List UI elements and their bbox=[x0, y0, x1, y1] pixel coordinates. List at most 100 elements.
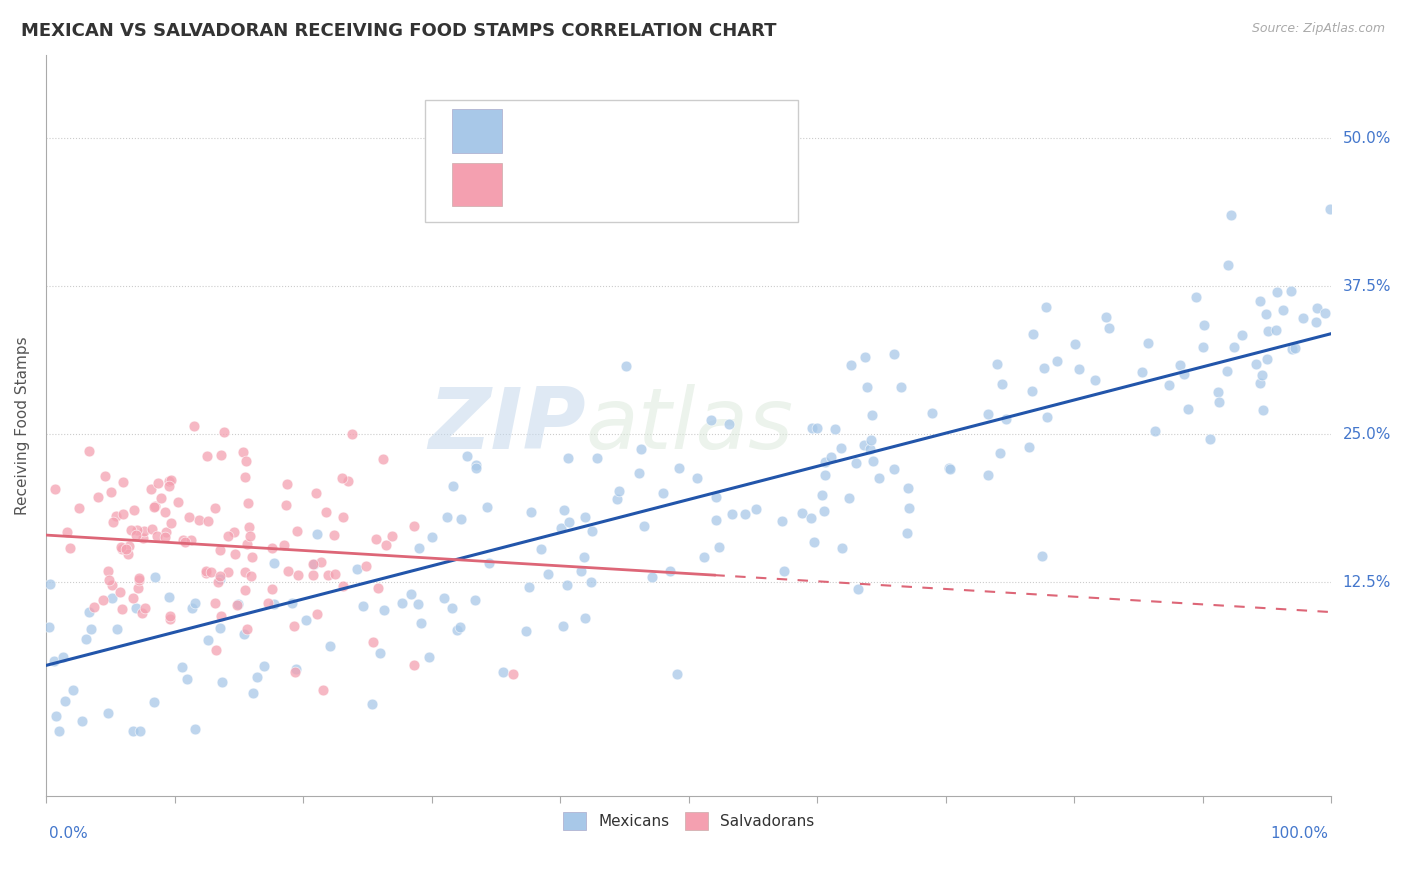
Text: 0.0%: 0.0% bbox=[49, 826, 87, 841]
Point bbox=[977, 407, 1000, 421]
Point bbox=[1177, 401, 1199, 416]
Point bbox=[464, 593, 486, 607]
Point bbox=[1223, 340, 1246, 354]
Point bbox=[159, 608, 181, 623]
Point bbox=[127, 523, 149, 537]
Point bbox=[1216, 364, 1239, 378]
Point bbox=[217, 529, 239, 543]
Text: 200: 200 bbox=[728, 122, 763, 140]
Text: 12.5%: 12.5% bbox=[1343, 575, 1391, 590]
Point bbox=[177, 510, 200, 524]
Point bbox=[157, 590, 180, 604]
Point bbox=[302, 558, 325, 572]
Point bbox=[263, 597, 285, 611]
Point bbox=[183, 418, 205, 433]
Point bbox=[184, 597, 207, 611]
Point bbox=[157, 479, 180, 493]
FancyBboxPatch shape bbox=[453, 162, 502, 206]
Text: N =: N = bbox=[666, 122, 704, 140]
Point bbox=[124, 503, 146, 517]
Point bbox=[478, 557, 501, 571]
Point bbox=[574, 510, 596, 524]
Point bbox=[309, 555, 332, 569]
Point bbox=[336, 474, 359, 488]
Point bbox=[1279, 284, 1302, 298]
Point bbox=[246, 670, 269, 684]
Point bbox=[108, 585, 131, 599]
Point bbox=[409, 616, 432, 631]
Point bbox=[606, 491, 628, 506]
Point bbox=[273, 538, 295, 552]
Point bbox=[224, 547, 246, 561]
Point bbox=[174, 535, 197, 549]
Point bbox=[1305, 315, 1327, 329]
Point bbox=[180, 533, 202, 547]
Point bbox=[1232, 328, 1254, 343]
Point bbox=[115, 541, 138, 556]
Point bbox=[990, 377, 1012, 392]
Point bbox=[117, 547, 139, 561]
Point bbox=[658, 564, 681, 578]
Point bbox=[628, 466, 651, 480]
Point bbox=[233, 582, 256, 597]
Point bbox=[160, 473, 183, 487]
FancyBboxPatch shape bbox=[453, 109, 502, 153]
Point bbox=[332, 579, 354, 593]
Point bbox=[302, 567, 325, 582]
Point bbox=[315, 505, 337, 519]
Point bbox=[361, 697, 384, 711]
Point bbox=[195, 450, 218, 464]
Text: ZIP: ZIP bbox=[429, 384, 586, 467]
Point bbox=[420, 530, 443, 544]
Point bbox=[988, 446, 1011, 460]
Point bbox=[132, 524, 155, 539]
Point bbox=[477, 500, 499, 514]
Point bbox=[209, 608, 232, 623]
Point bbox=[1281, 342, 1303, 356]
Point bbox=[1157, 377, 1180, 392]
Text: Source: ZipAtlas.com: Source: ZipAtlas.com bbox=[1251, 22, 1385, 36]
Point bbox=[91, 592, 114, 607]
Text: R =: R = bbox=[519, 122, 555, 140]
Text: 50.0%: 50.0% bbox=[1343, 130, 1391, 145]
Point bbox=[42, 654, 65, 668]
Point bbox=[172, 660, 194, 674]
Point bbox=[224, 525, 246, 540]
Point bbox=[1022, 327, 1045, 342]
Point bbox=[181, 601, 204, 615]
Point bbox=[120, 524, 142, 538]
Point bbox=[537, 566, 560, 581]
Text: 126: 126 bbox=[728, 176, 763, 194]
Point bbox=[1265, 323, 1288, 337]
Point bbox=[226, 598, 249, 612]
Point bbox=[734, 507, 756, 521]
Point bbox=[1173, 368, 1195, 382]
Point bbox=[226, 598, 249, 612]
Point bbox=[1031, 549, 1053, 564]
Point bbox=[235, 454, 257, 468]
Point bbox=[1067, 362, 1090, 376]
Point bbox=[1257, 324, 1279, 338]
Point bbox=[406, 597, 429, 611]
Point bbox=[896, 525, 918, 540]
Point bbox=[131, 606, 153, 620]
Point bbox=[803, 535, 825, 549]
Point bbox=[668, 461, 690, 475]
Point bbox=[883, 462, 905, 476]
Point bbox=[45, 709, 67, 723]
Point bbox=[100, 591, 122, 605]
Point bbox=[52, 650, 75, 665]
Point bbox=[810, 488, 832, 502]
Point bbox=[48, 723, 70, 738]
Point bbox=[101, 515, 124, 529]
Text: MEXICAN VS SALVADORAN RECEIVING FOOD STAMPS CORRELATION CHART: MEXICAN VS SALVADORAN RECEIVING FOOD STA… bbox=[21, 22, 776, 40]
Point bbox=[1272, 302, 1295, 317]
Point bbox=[586, 451, 609, 466]
Point bbox=[132, 531, 155, 545]
Point bbox=[153, 505, 176, 519]
Point bbox=[1032, 361, 1054, 376]
Point bbox=[155, 531, 177, 545]
Point bbox=[209, 448, 232, 462]
Point bbox=[1284, 341, 1306, 355]
Point bbox=[555, 578, 578, 592]
